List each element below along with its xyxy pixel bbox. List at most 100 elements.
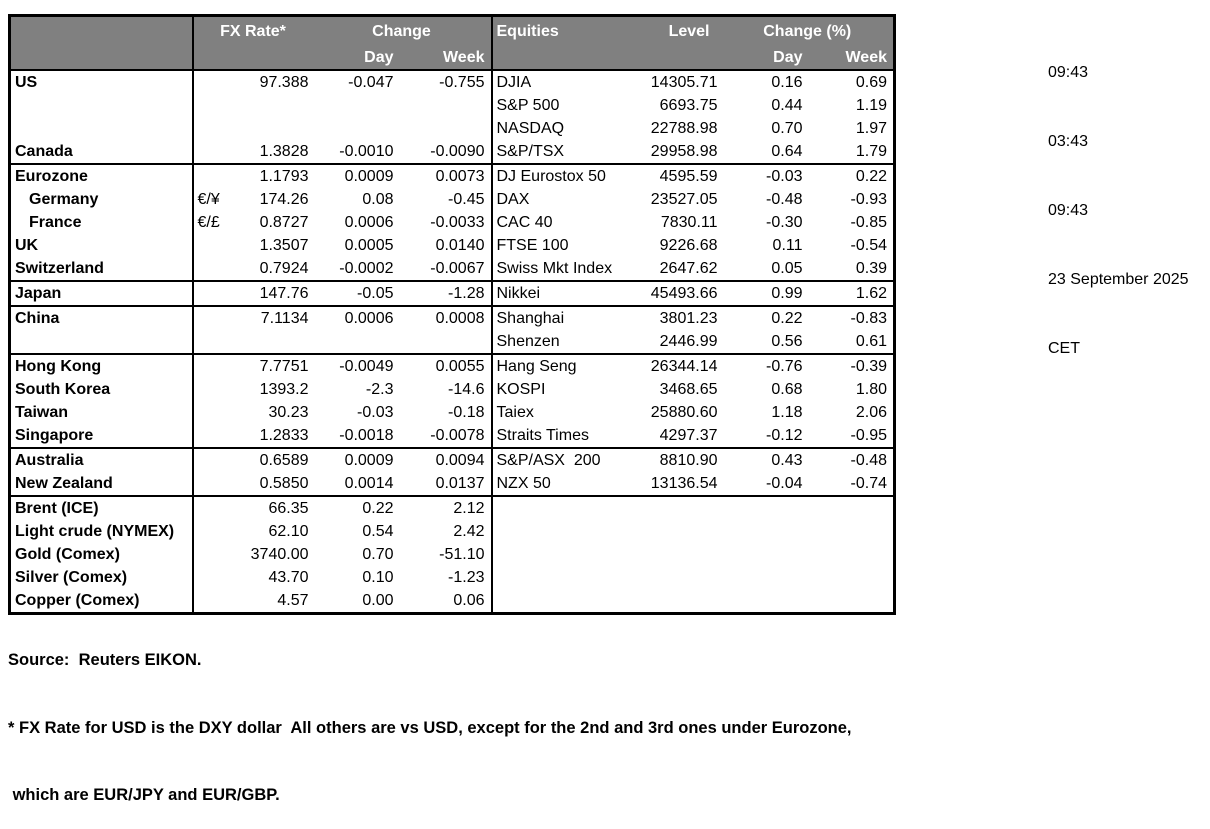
fx-day-change-value: 0.0006: [344, 214, 394, 231]
fx-pair-symbol: [193, 448, 227, 472]
fx-pair-symbol: [192, 257, 227, 282]
table-row: Singapore 1.2833 -0.0018 -0.0078 Straits…: [9, 424, 895, 449]
fx-week-subheader: Week: [399, 47, 493, 71]
fx-week-change-value: -0.0078: [399, 424, 493, 449]
fx-week-change-value: -0.0033: [399, 211, 493, 234]
equity-day-change-value: -0.30: [766, 214, 803, 231]
fx-rate-value: 7.1134: [260, 310, 309, 327]
equity-week-change-value: [809, 543, 895, 566]
equity-day-change-value: -0.76: [766, 358, 803, 375]
equity-day-change-value: 0.56: [723, 330, 809, 355]
equity-index-label: [490, 496, 639, 520]
equity-week-change-value: 0.22: [855, 168, 887, 185]
fx-footnote-line-1: * FX Rate for USD is the DXY dollar All …: [8, 718, 852, 737]
fx-rate-value: 1.2833: [226, 424, 315, 449]
equity-index-label: DJIA: [490, 70, 639, 94]
fx-day-change-value: -2.3: [365, 381, 394, 398]
equity-index-label: Taiex: [490, 401, 639, 424]
table-row: S&P 500 6693.75 0.44 1.19: [9, 94, 895, 117]
equity-level-value: 4297.37: [638, 424, 724, 449]
equity-level-value: 45493.66: [638, 281, 724, 307]
equity-week-change-value: 1.79: [808, 140, 895, 165]
equity-level-value: [639, 543, 724, 566]
table-row: Gold (Comex) 3740.00 0.70 -51.10: [9, 543, 895, 566]
region-label: [9, 330, 194, 355]
equity-week-change-value: 1.62: [808, 281, 895, 307]
region-label: US: [9, 70, 194, 94]
fx-day-change-value: -0.05: [314, 281, 400, 307]
table-row: Copper (Comex) 4.57 0.00 0.06: [9, 589, 895, 614]
timestamp-panel: 09:43 03:43 09:43 23 September 2025 CET: [1048, 15, 1189, 383]
equity-day-change-value: -0.03: [766, 168, 803, 185]
fx-day-change-value: 0.0005: [344, 237, 394, 254]
fx-week-change-value: -0.0090: [399, 140, 493, 165]
fx-day-change-value: 0.0014: [314, 472, 400, 497]
equity-week-change-value: 0.61: [808, 330, 895, 355]
fx-day-change-value: 0.54: [362, 523, 394, 540]
fx-day-change-value: 0.0009: [344, 168, 394, 185]
fx-rate-value: 1.1793: [259, 168, 309, 185]
equity-week-change-value: -0.95: [808, 424, 895, 449]
fx-day-change-value: 0.0006: [344, 310, 394, 327]
equity-week-change-value: [809, 496, 895, 520]
equity-level-value: 9226.68: [659, 237, 718, 254]
fx-day-change-value: 0.0009: [344, 452, 394, 469]
table-row: Canada 1.3828 -0.0010 -0.0090 S&P/TSX 29…: [9, 140, 895, 165]
fx-rate-value: [227, 117, 315, 140]
equity-day-change-value: [724, 566, 809, 589]
fx-day-change-value: [315, 117, 400, 140]
timezone-label: CET: [1048, 340, 1080, 357]
timestamp-line-1: 09:43: [1048, 64, 1089, 81]
region-label: Singapore: [9, 424, 194, 449]
source-note: Source: Reuters EIKON.: [8, 651, 202, 669]
table-row: Hong Kong 7.7751 -0.0049 0.0055 Hang Sen…: [9, 354, 895, 378]
fx-rate-column-header: FX Rate*: [192, 15, 315, 47]
equity-level-value: 22788.98: [650, 120, 718, 137]
equity-level-value: [639, 520, 724, 543]
fx-footnote-line-2: which are EUR/JPY and EUR/GBP.: [8, 786, 280, 804]
table-row: Taiwan 30.23 -0.03 -0.18 Taiex 25880.60 …: [9, 401, 895, 424]
equity-level-value: 7830.11: [660, 214, 718, 231]
equity-day-change-value: -0.12: [723, 424, 809, 449]
equity-index-label: S&P/ASX 200: [490, 448, 639, 472]
equity-index-label: DJ Eurostox 50: [490, 164, 639, 188]
equity-week-change-value: 1.19: [855, 97, 887, 114]
equity-day-change-value: [724, 543, 809, 566]
fx-week-change-value: 0.0137: [399, 472, 493, 497]
fx-rate-value: 4.57: [277, 592, 309, 609]
equity-week-change-value: [809, 520, 895, 543]
equity-level-value: 8810.90: [659, 452, 718, 469]
equity-level-value: 26344.14: [650, 358, 718, 375]
fx-week-change-value: 0.0073: [399, 164, 493, 188]
equity-level-value: 14305.71: [650, 74, 718, 91]
region-label: Hong Kong: [9, 354, 194, 378]
equity-day-change-value: -0.48: [766, 191, 803, 208]
fx-week-change-value: 0.0140: [399, 234, 493, 257]
fx-pair-symbol: [193, 401, 227, 424]
equity-day-change-value: 0.99: [723, 281, 809, 307]
table-row: New Zealand 0.5850 0.0014 0.0137 NZX 50 …: [9, 472, 895, 497]
fx-week-change-value: -0.755: [399, 70, 493, 94]
equity-index-label: Swiss Mkt Index: [490, 257, 639, 282]
equity-week-change-value: -0.48: [850, 452, 887, 469]
equity-week-change-value: [809, 566, 895, 589]
region-label: [9, 94, 194, 117]
equity-day-change-value: 0.11: [772, 237, 803, 254]
equity-index-label: [490, 566, 639, 589]
fx-pair-symbol: [193, 164, 227, 188]
region-label: Light crude (NYMEX): [9, 520, 194, 543]
table-row: Brent (ICE) 66.35 0.22 2.12: [9, 496, 895, 520]
equity-index-label: Hang Seng: [490, 354, 639, 378]
table-row: France €/£ 0.8727 0.0006 -0.0033 CAC 40 …: [9, 211, 895, 234]
fx-rate-value: 147.76: [226, 281, 315, 307]
corner-cell: [9, 15, 194, 47]
fx-week-change-value: -1.28: [399, 281, 493, 307]
fx-rate-value: 0.5850: [226, 472, 315, 497]
equity-index-label: DAX: [490, 188, 639, 211]
fx-pair-symbol: [192, 140, 227, 165]
equity-week-change-value: -0.83: [850, 310, 887, 327]
equity-index-label: NASDAQ: [490, 117, 639, 140]
equities-column-header: Equities: [490, 15, 639, 47]
table-row: Switzerland 0.7924 -0.0002 -0.0067 Swiss…: [9, 257, 895, 282]
report-date: 23 September 2025: [1048, 271, 1189, 288]
